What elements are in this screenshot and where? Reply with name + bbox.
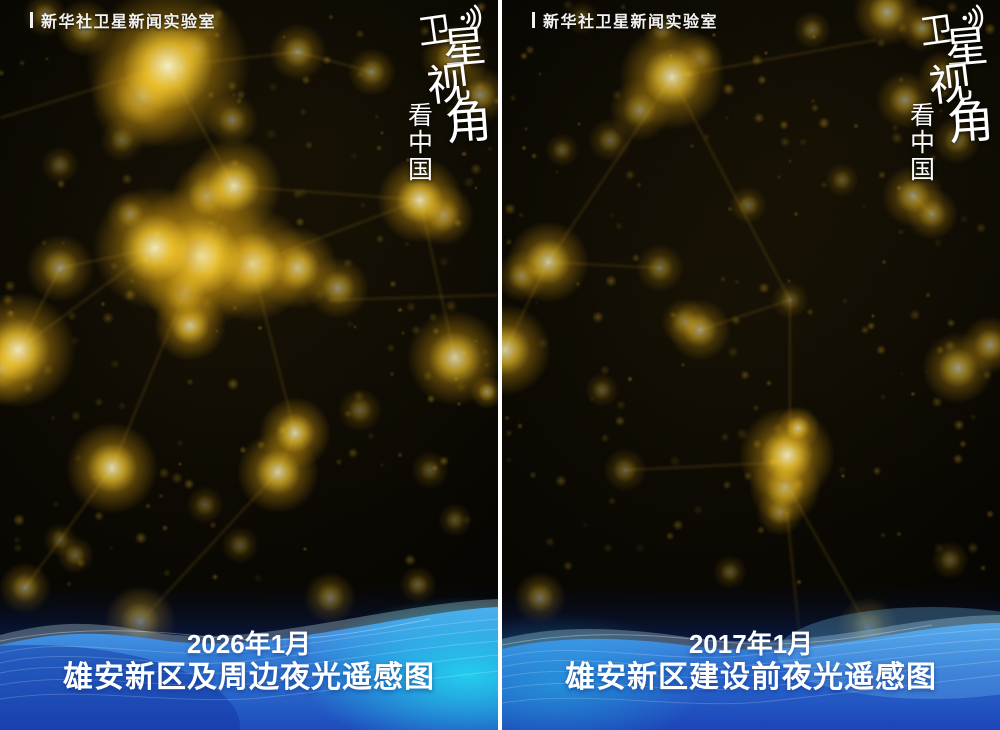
watermark-char: 国 [910,155,936,184]
wave-graphic [0,583,498,730]
watermark-vertical-text: 看 中 国 [408,103,433,183]
watermark-char: 看 [408,101,434,130]
watermark-char: 角 [443,93,494,152]
caption-title: 雄安新区及周边夜光遥感图 [63,661,435,694]
caption-date: 2026年1月 [186,629,312,659]
caption-wave-band: 2017年1月 雄安新区建设前夜光遥感图 [502,575,1000,730]
signal-wifi-icon [962,4,984,32]
press-watermark-label: 新华社卫星新闻实验室 [41,14,217,31]
panel-divider [498,0,502,730]
watermark-char: 中 [910,128,936,157]
signal-wifi-icon [460,4,482,32]
satellite-panel-2026: 新华社卫星新闻实验室 卫 星 视 角 看 中 国 [0,0,498,730]
satellite-panel-2017: 新华社卫星新闻实验室 卫 星 视 角 看 中 国 [502,0,1000,730]
caption: 2026年1月 雄安新区及周边夜光遥感图 [0,630,498,694]
caption-date: 2017年1月 [688,629,814,659]
watermark-char: 国 [408,155,434,184]
watermark-char: 角 [945,93,996,152]
satellite-view-watermark: 卫 星 视 角 看 中 国 [898,0,998,195]
press-watermark: 新华社卫星新闻实验室 [30,8,216,32]
watermark-char: 看 [910,101,936,130]
header-bar [532,12,535,28]
press-watermark: 新华社卫星新闻实验室 [532,8,718,32]
header-bar [30,12,33,28]
watermark-char: 中 [408,128,434,157]
press-watermark-label: 新华社卫星新闻实验室 [543,14,719,31]
watermark-vertical-text: 看 中 国 [910,103,935,183]
satellite-view-watermark: 卫 星 视 角 看 中 国 [396,0,496,195]
wave-graphic [502,583,1000,730]
caption-wave-band: 2026年1月 雄安新区及周边夜光遥感图 [0,575,498,730]
caption: 2017年1月 雄安新区建设前夜光遥感图 [502,630,1000,694]
caption-title: 雄安新区建设前夜光遥感图 [565,661,937,694]
